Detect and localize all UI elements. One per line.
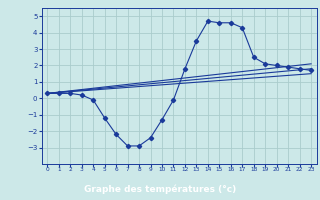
Text: Graphe des températures (°c): Graphe des températures (°c) [84, 185, 236, 194]
